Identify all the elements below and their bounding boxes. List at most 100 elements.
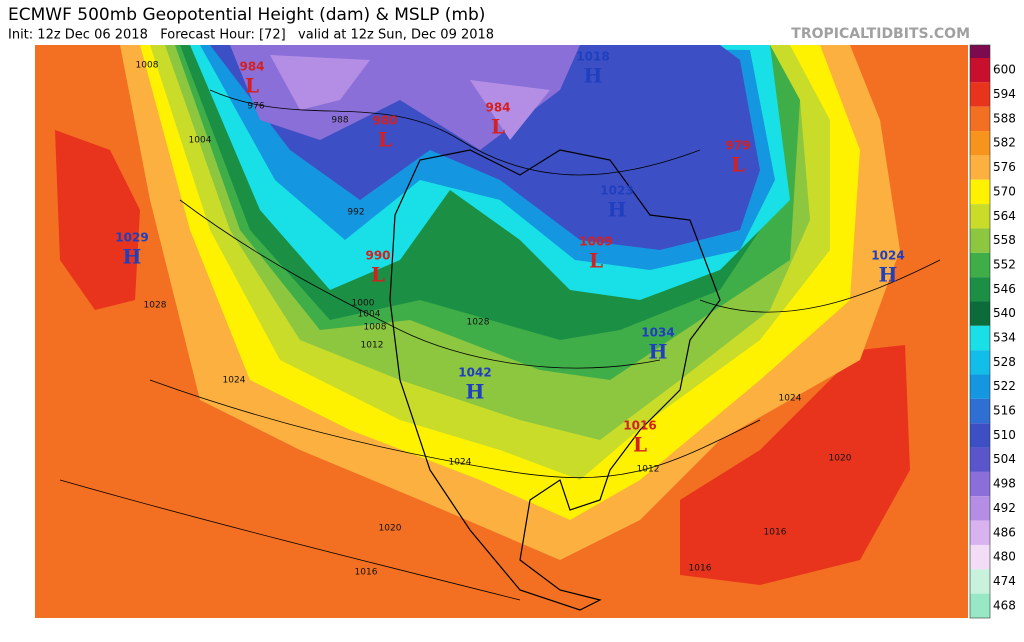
- colorbar-label: 594: [993, 87, 1016, 101]
- colorbar-label: 588: [993, 111, 1016, 125]
- center-value: 1016: [623, 419, 656, 433]
- colorbar-cell: [970, 544, 990, 570]
- colorbar-cell: [970, 204, 990, 229]
- isobar-label: 1028: [144, 301, 167, 311]
- center-value: 979: [725, 139, 750, 153]
- colorbar-cell: [970, 301, 990, 326]
- title: ECMWF 500mb Geopotential Height (dam) & …: [8, 5, 485, 25]
- colorbar-cell: [970, 228, 990, 253]
- isobar-label: 1016: [355, 568, 378, 578]
- isobar-label: 1020: [829, 454, 852, 464]
- center-symbol: L: [491, 115, 505, 139]
- colorbar-label: 504: [993, 452, 1016, 466]
- colorbar-label: 558: [993, 233, 1016, 247]
- center-symbol: L: [245, 74, 259, 98]
- subtitle: Init: 12z Dec 06 2018 Forecast Hour: [72…: [8, 28, 494, 43]
- site: TROPICALTIDBITS.COM: [791, 26, 970, 42]
- colorbar-cell: [970, 325, 990, 351]
- colorbar-label: 516: [993, 404, 1016, 418]
- colorbar-label: 492: [993, 501, 1016, 515]
- isobar-label: 1012: [637, 465, 660, 475]
- colorbar-label: 528: [993, 355, 1016, 369]
- colorbar-label: 534: [993, 331, 1016, 345]
- colorbar-cell: [970, 179, 990, 205]
- colorbar-label: 486: [993, 525, 1016, 539]
- colorbar-cell: [970, 252, 990, 278]
- center-value: 984: [485, 101, 510, 115]
- center-symbol: L: [589, 249, 603, 273]
- colorbar-label: 582: [993, 136, 1016, 150]
- isobar-label: 1004: [358, 310, 381, 320]
- colorbar-label: 564: [993, 209, 1016, 223]
- isobar-label: 1016: [764, 528, 787, 538]
- center-value: 1029: [115, 231, 148, 245]
- isobar-label: 1008: [136, 61, 159, 71]
- isobar-label: 992: [347, 208, 364, 218]
- center-symbol: H: [879, 263, 898, 287]
- colorbar-cell: [970, 423, 990, 448]
- colorbar-cell: [970, 45, 990, 58]
- center-symbol: L: [378, 128, 392, 152]
- center-symbol: H: [608, 198, 627, 222]
- isobar-label: 1016: [689, 564, 712, 574]
- band: [55, 130, 140, 310]
- colorbar-label: 576: [993, 160, 1016, 174]
- colorbar-cell: [970, 131, 990, 156]
- colorbar-label: 552: [993, 257, 1016, 271]
- isobar-label: 1012: [361, 341, 384, 351]
- center-value: 990: [365, 249, 390, 263]
- center-symbol: H: [584, 64, 603, 88]
- isobar-label: 1004: [189, 136, 212, 146]
- center-value: 1009: [579, 235, 612, 249]
- center-value: 1024: [871, 249, 904, 263]
- colorbar-cell: [970, 58, 990, 83]
- colorbar-cell: [970, 374, 990, 399]
- colorbar-cell: [970, 277, 990, 302]
- colorbar-frame: [969, 44, 991, 619]
- colorbar-cell: [970, 593, 990, 618]
- isobar-label: 988: [331, 116, 348, 126]
- center-value: 1018: [576, 50, 609, 64]
- band: [680, 345, 910, 585]
- center-symbol: H: [123, 245, 142, 269]
- isobar-label: 1008: [364, 323, 387, 333]
- band: [270, 55, 550, 140]
- colorbar: 600 594 588 582 576 570 564 558 552 546 540 534 528 5…: [969, 44, 1016, 619]
- colorbar-label: 522: [993, 379, 1016, 393]
- isobar-label: 1024: [779, 394, 802, 404]
- center-value: 1023: [600, 184, 633, 198]
- colorbar-cell: [970, 496, 990, 521]
- colorbar-label: 540: [993, 306, 1016, 320]
- isobar-line: [59, 89, 941, 601]
- isobar-label: 1024: [223, 376, 246, 386]
- colorbar-label: 468: [993, 598, 1016, 612]
- colorbar-cell: [970, 155, 990, 180]
- colorbar-cell: [970, 520, 990, 545]
- isobar-label: 976: [247, 102, 264, 112]
- coastline: [389, 149, 721, 611]
- colorbar-cell: [970, 82, 990, 107]
- map: [35, 45, 968, 618]
- isobar-label: 1024: [449, 458, 472, 468]
- colorbar-label: 600: [993, 63, 1016, 77]
- center-value: 1042: [458, 366, 491, 380]
- colorbar-label: 510: [993, 428, 1016, 442]
- colorbar-label: 546: [993, 282, 1016, 296]
- center-symbol: H: [649, 340, 668, 364]
- colorbar-cell: [970, 398, 990, 424]
- colorbar-cell: [970, 569, 990, 594]
- isobar-label: 1000: [352, 299, 375, 309]
- colorbar-label: 498: [993, 477, 1016, 491]
- center-value: 984: [239, 60, 264, 74]
- colorbar-label: 474: [993, 574, 1016, 588]
- center-value: 1034: [641, 326, 674, 340]
- colorbar-cell: [970, 350, 990, 375]
- colorbar-label: 570: [993, 184, 1016, 198]
- colorbar-cell: [970, 447, 990, 472]
- colorbar-cell: [970, 471, 990, 497]
- isobar-label: 1020: [379, 524, 402, 534]
- center-symbol: L: [731, 153, 745, 177]
- colorbar-cell: [970, 106, 990, 132]
